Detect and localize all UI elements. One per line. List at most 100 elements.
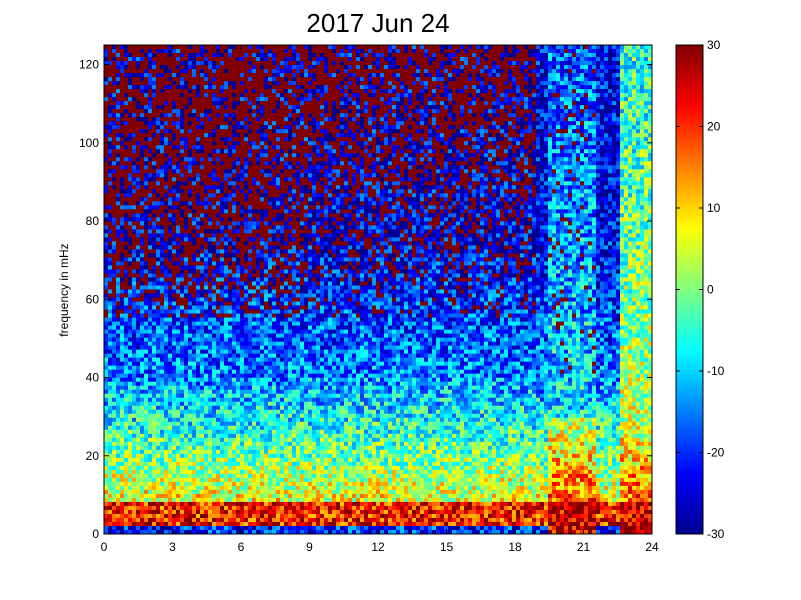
heatmap-cell <box>220 129 225 134</box>
heatmap-cell <box>144 249 149 254</box>
heatmap-cell <box>168 189 173 194</box>
heatmap-cell <box>116 121 121 126</box>
heatmap-cell <box>124 81 129 86</box>
heatmap-cell <box>208 417 213 423</box>
heatmap-cell <box>192 509 197 515</box>
heatmap-cell <box>228 265 233 270</box>
heatmap-cell <box>140 249 145 254</box>
heatmap-cell <box>164 333 169 339</box>
heatmap-cell <box>124 481 129 487</box>
heatmap-cell <box>172 177 177 182</box>
heatmap-cell <box>216 481 221 487</box>
heatmap-cell <box>188 505 193 511</box>
heatmap-cell <box>252 361 257 367</box>
heatmap-cell <box>236 393 241 399</box>
heatmap-cell <box>232 245 237 250</box>
heatmap-cell <box>228 373 233 379</box>
heatmap-cell <box>192 85 197 90</box>
heatmap-cell <box>248 509 253 515</box>
heatmap-cell <box>164 253 169 258</box>
heatmap-cell <box>176 201 181 206</box>
heatmap-cell <box>188 249 193 254</box>
heatmap-cell <box>212 297 217 303</box>
heatmap-cell <box>240 433 245 439</box>
heatmap-cell <box>156 277 161 282</box>
heatmap-cell <box>124 317 129 323</box>
heatmap-cell <box>160 465 165 471</box>
heatmap-cell <box>148 109 153 114</box>
heatmap-cell <box>164 429 169 435</box>
heatmap-cell <box>148 441 153 447</box>
heatmap-cell <box>200 317 205 323</box>
heatmap-cell <box>248 65 253 70</box>
heatmap-cell <box>156 217 161 222</box>
heatmap-cell <box>128 325 133 331</box>
heatmap-cell <box>116 505 121 511</box>
heatmap-cell <box>244 161 249 166</box>
heatmap-cell <box>232 173 237 178</box>
heatmap-cell <box>252 133 257 138</box>
heatmap-cell <box>236 417 241 423</box>
heatmap-cell <box>204 121 209 126</box>
heatmap-cell <box>216 293 221 299</box>
heatmap-cell <box>212 529 217 534</box>
heatmap-cell <box>140 369 145 375</box>
heatmap-cell <box>188 265 193 270</box>
heatmap-cell <box>144 305 149 311</box>
heatmap-cell <box>228 297 233 303</box>
heatmap-cell <box>216 201 221 206</box>
heatmap-cell <box>180 85 185 90</box>
heatmap-cell <box>160 165 165 170</box>
heatmap-cell <box>196 245 201 250</box>
heatmap-cell <box>104 197 109 202</box>
heatmap-cell <box>136 205 141 210</box>
heatmap-cell <box>112 469 117 475</box>
heatmap-cell <box>244 361 249 367</box>
heatmap-cell <box>140 489 145 495</box>
heatmap-cell <box>248 177 253 182</box>
heatmap-cell <box>196 525 201 531</box>
heatmap-cell <box>244 69 249 74</box>
heatmap-cell <box>108 369 113 375</box>
heatmap-cell <box>228 233 233 238</box>
heatmap-cell <box>184 57 189 62</box>
heatmap-cell <box>144 361 149 367</box>
heatmap-cell <box>244 441 249 447</box>
heatmap-cell <box>212 397 217 403</box>
heatmap-cell <box>108 193 113 198</box>
heatmap-cell <box>164 301 169 307</box>
heatmap-cell <box>148 497 153 503</box>
heatmap-cell <box>176 125 181 130</box>
heatmap-cell <box>160 161 165 166</box>
heatmap-cell <box>204 317 209 323</box>
heatmap-cell <box>104 501 109 507</box>
heatmap-cell <box>120 481 125 487</box>
heatmap-cell <box>204 105 209 110</box>
heatmap-cell <box>196 193 201 198</box>
heatmap-cell <box>116 461 121 467</box>
heatmap-cell <box>160 97 165 102</box>
heatmap-cell <box>160 433 165 439</box>
heatmap-cell <box>108 209 113 214</box>
heatmap-cell <box>220 285 225 290</box>
heatmap-cell <box>244 369 249 375</box>
heatmap-cell <box>104 97 109 102</box>
heatmap-cell <box>200 81 205 86</box>
heatmap-cell <box>196 457 201 463</box>
heatmap-cell <box>192 245 197 250</box>
heatmap-cell <box>192 309 197 315</box>
heatmap-cell <box>204 217 209 222</box>
heatmap-cell <box>264 257 269 262</box>
heatmap-cell <box>196 137 201 142</box>
heatmap-cell <box>144 409 149 415</box>
heatmap-cell <box>132 121 137 126</box>
heatmap-cell <box>256 233 261 238</box>
heatmap-cell <box>212 401 217 407</box>
heatmap-cell <box>104 361 109 367</box>
heatmap-cell <box>264 157 269 162</box>
heatmap-cell <box>128 429 133 435</box>
heatmap-cell <box>236 401 241 407</box>
heatmap-cell <box>204 353 209 359</box>
heatmap-cell <box>248 201 253 206</box>
heatmap-cell <box>212 277 217 282</box>
